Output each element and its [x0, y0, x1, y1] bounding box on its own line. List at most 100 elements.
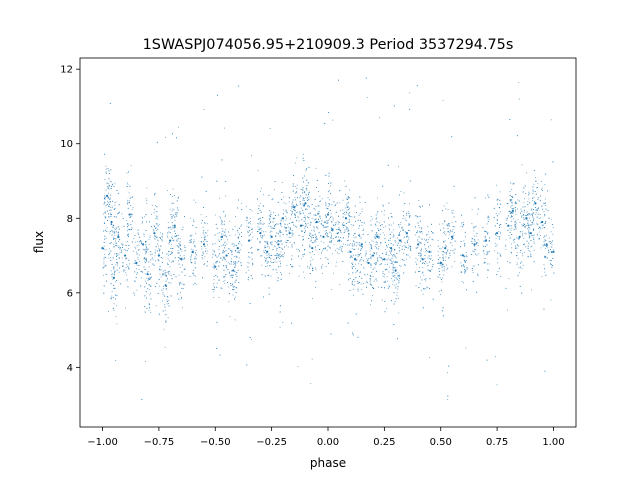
- data-point-texture: [511, 234, 512, 235]
- data-point-texture: [484, 263, 485, 264]
- data-point-texture: [552, 265, 553, 266]
- data-point-texture: [524, 212, 525, 213]
- data-point-texture: [290, 227, 291, 228]
- data-point-texture: [273, 222, 274, 223]
- data-point-texture: [552, 224, 553, 225]
- data-point-texture: [299, 212, 300, 213]
- data-point-texture: [304, 254, 305, 255]
- data-point-texture: [207, 235, 208, 236]
- data-point-texture: [247, 226, 248, 227]
- data-point-texture: [371, 285, 372, 286]
- data-point-texture: [150, 254, 151, 255]
- data-point-texture: [487, 195, 488, 196]
- data-point-texture: [447, 231, 448, 232]
- data-point-texture: [322, 198, 323, 199]
- data-point-texture: [515, 211, 516, 212]
- data-point-texture: [173, 240, 174, 241]
- data-point-texture: [217, 95, 218, 96]
- data-point-texture: [121, 244, 122, 245]
- data-point-texture: [308, 167, 309, 168]
- data-point-texture: [348, 236, 349, 237]
- data-point-texture: [390, 259, 391, 260]
- data-point-texture: [168, 297, 169, 298]
- data-point-texture: [330, 210, 331, 211]
- data-point-texture: [157, 237, 158, 238]
- data-point-texture: [389, 272, 390, 273]
- data-point-texture: [385, 254, 386, 255]
- data-point-texture: [264, 223, 265, 224]
- data-point-texture: [275, 181, 276, 182]
- data-point-texture: [260, 241, 261, 242]
- data-point-texture: [374, 236, 375, 237]
- data-point-texture: [319, 211, 320, 212]
- data-point-texture: [548, 252, 549, 253]
- data-point-texture: [393, 267, 394, 268]
- data-point-texture: [534, 243, 535, 244]
- data-point-texture: [385, 281, 386, 282]
- data-point-texture: [425, 261, 426, 262]
- data-point-texture: [348, 234, 349, 235]
- data-point-texture: [452, 231, 453, 232]
- data-point-texture: [178, 210, 179, 211]
- data-point-texture: [500, 224, 501, 225]
- data-point-texture: [497, 219, 498, 220]
- data-point-texture: [461, 262, 462, 263]
- data-point-texture: [512, 213, 513, 214]
- data-point-texture: [422, 267, 423, 268]
- data-point-texture: [164, 304, 165, 305]
- data-point-texture: [156, 236, 157, 237]
- data-point-texture: [408, 230, 409, 231]
- data-point-texture: [176, 214, 177, 215]
- data-point-texture: [450, 255, 451, 256]
- data-point-texture: [281, 248, 282, 249]
- data-point-texture: [201, 214, 202, 215]
- data-point-texture: [427, 263, 428, 264]
- data-point-texture: [221, 245, 222, 246]
- data-point-texture: [356, 314, 357, 315]
- data-point-texture: [224, 247, 225, 248]
- data-point-texture: [232, 254, 233, 255]
- data-point-texture: [216, 263, 217, 264]
- data-point-texture: [488, 197, 489, 198]
- data-point-texture: [507, 261, 508, 262]
- data-point-texture: [178, 260, 179, 261]
- data-point-texture: [419, 206, 420, 207]
- data-point-texture: [353, 334, 354, 335]
- data-point-texture: [388, 244, 389, 245]
- data-point-texture: [506, 220, 507, 221]
- data-point-texture: [370, 278, 371, 279]
- data-point-texture: [301, 208, 302, 209]
- data-point-texture: [145, 269, 146, 270]
- data-point-texture: [391, 278, 392, 279]
- data-point-texture: [193, 243, 194, 244]
- data-point-texture: [544, 241, 545, 242]
- data-point-texture: [278, 247, 279, 248]
- data-point-texture: [267, 262, 268, 263]
- data-point-texture: [303, 239, 304, 240]
- data-point-texture: [447, 225, 448, 226]
- data-point-texture: [315, 219, 316, 220]
- data-point-texture: [259, 218, 260, 219]
- data-point-texture: [163, 288, 164, 289]
- data-point-texture: [306, 189, 307, 190]
- data-point-texture: [406, 233, 407, 234]
- data-point-texture: [165, 272, 166, 273]
- data-point-texture: [373, 276, 374, 277]
- data-point-texture: [483, 250, 484, 251]
- data-point-texture: [107, 201, 108, 202]
- data-point-texture: [214, 287, 215, 288]
- data-point-texture: [375, 246, 376, 247]
- data-point-texture: [164, 295, 165, 296]
- data-point-texture: [273, 212, 274, 213]
- data-point-texture: [271, 262, 272, 263]
- data-point-texture: [508, 235, 509, 236]
- data-point-texture: [260, 229, 261, 230]
- data-point-texture: [511, 199, 512, 200]
- data-point-texture: [439, 268, 440, 269]
- data-point-texture: [149, 267, 150, 268]
- data-point-texture: [174, 217, 175, 218]
- data-point-texture: [171, 295, 172, 296]
- data-point-texture: [167, 301, 168, 302]
- data-point-texture: [499, 268, 500, 269]
- data-point-texture: [443, 256, 444, 257]
